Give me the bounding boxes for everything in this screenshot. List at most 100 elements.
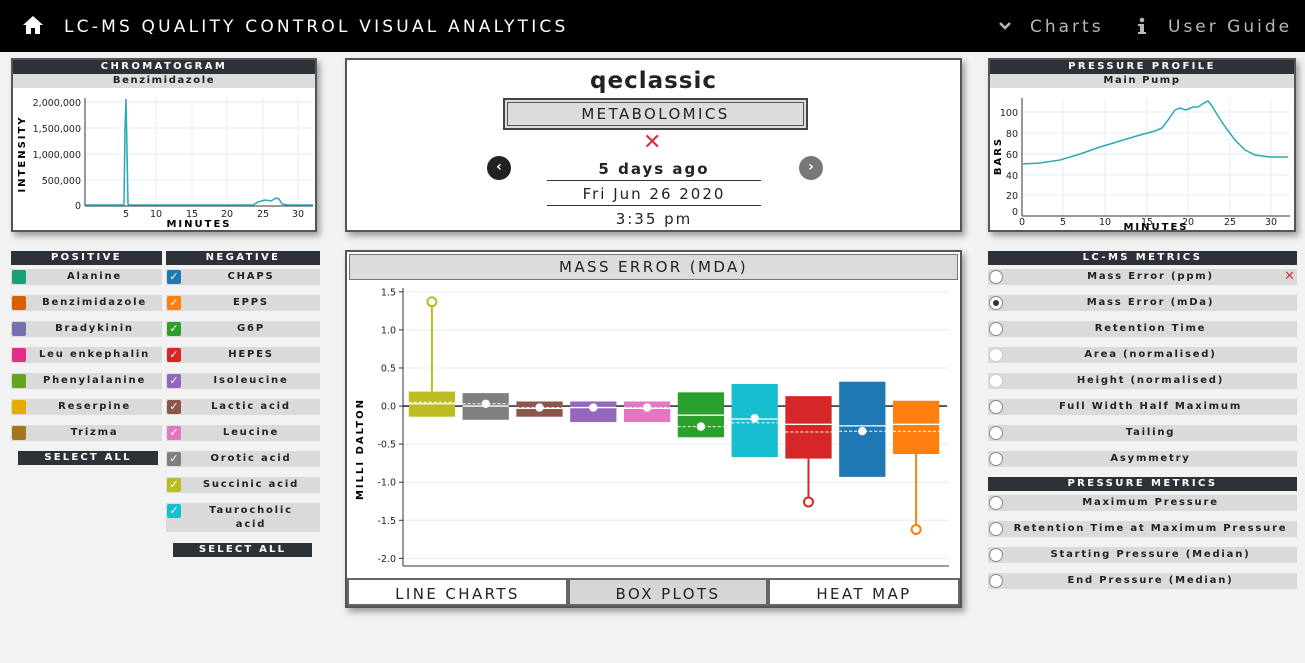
mode-selector[interactable]: METABOLOMICS (503, 98, 808, 130)
checkbox-checked-icon[interactable]: ✓ (167, 270, 181, 284)
radio-button[interactable] (989, 400, 1003, 414)
compound-item-isoleucine[interactable]: ✓ Isoleucine (166, 373, 320, 389)
chromatogram-trace (85, 98, 313, 206)
metric-label: Tailing (1125, 427, 1176, 438)
top-navbar: LC-MS QUALITY CONTROL VISUAL ANALYTICS C… (0, 0, 1305, 52)
y-tick-label: 1.0 (381, 325, 396, 336)
tab-line-charts[interactable]: LINE CHARTS (347, 578, 568, 606)
compound-item-reserpine[interactable]: Reserpine (11, 399, 162, 415)
y-tick-label: -1.0 (377, 478, 396, 489)
compound-item-hepes[interactable]: ✓ HEPES (166, 347, 320, 363)
compound-label: Alanine (67, 271, 122, 282)
compound-item-orotic-acid[interactable]: ✓ Orotic acid (166, 451, 320, 467)
radio-button[interactable] (989, 496, 1003, 510)
chromatogram-chart: 2,000,000 1,500,000 1,000,000 500,000 0 … (17, 98, 313, 230)
compound-label: G6P (237, 323, 265, 334)
y-tick: 1,000,000 (33, 150, 81, 161)
y-axis-label: INTENSITY (17, 115, 28, 192)
select-all-negative-button[interactable]: SELECT ALL (173, 543, 312, 557)
x-axis-label: MINUTES (166, 219, 231, 230)
x-icon: ✕ (643, 130, 662, 155)
radio-button[interactable] (989, 574, 1003, 588)
x-tick: 30 (292, 209, 304, 220)
y-tick-label: 1.5 (381, 287, 396, 298)
radio-button[interactable] (989, 548, 1003, 562)
lcms-metrics-header: LC-MS METRICS (988, 251, 1297, 265)
tab-box-plots[interactable]: BOX PLOTS (568, 578, 768, 606)
checkbox-checked-icon[interactable]: ✓ (167, 426, 181, 440)
x-axis-label: MINUTES (1123, 222, 1188, 230)
y-tick-label: -2.0 (377, 554, 396, 565)
compound-item-leucine[interactable]: ✓ Leucine (166, 425, 320, 441)
compound-item-chaps[interactable]: ✓ CHAPS (166, 269, 320, 285)
metric-option-retention-time-at-maximum-pressure[interactable]: Retention Time at Maximum Pressure (988, 521, 1297, 537)
radio-button[interactable] (989, 522, 1003, 536)
metric-option-starting-pressure-median[interactable]: Starting Pressure (Median) (988, 547, 1297, 563)
box (892, 400, 940, 455)
nav-charts[interactable]: Charts (1030, 17, 1104, 37)
compound-label: Leu enkephalin (38, 349, 151, 360)
metric-option-retention-time[interactable]: Retention Time (988, 321, 1297, 337)
checkbox-checked-icon[interactable]: ✓ (167, 452, 181, 466)
info-icon[interactable] (1136, 16, 1148, 36)
run-name: qeclassic (590, 68, 717, 94)
metric-option-tailing[interactable]: Tailing (988, 425, 1297, 441)
compound-item-succinic-acid[interactable]: ✓ Succinic acid (166, 477, 320, 493)
compound-item-g6p[interactable]: ✓ G6P (166, 321, 320, 337)
select-all-positive-button[interactable]: SELECT ALL (18, 451, 158, 465)
metric-option-full-width-half-maximum[interactable]: Full Width Half Maximum (988, 399, 1297, 415)
compound-label: Benzimidazole (42, 297, 147, 308)
metric-option-asymmetry[interactable]: Asymmetry (988, 451, 1297, 467)
compound-item-lactic-acid[interactable]: ✓ Lactic acid (166, 399, 320, 415)
app-title: LC-MS QUALITY CONTROL VISUAL ANALYTICS (64, 17, 569, 37)
checkbox-checked-icon[interactable]: ✓ (167, 348, 181, 362)
chevron-left-icon[interactable]: ‹ (487, 156, 511, 180)
pressure-metrics-header: PRESSURE METRICS (988, 477, 1297, 491)
checkbox-checked-icon[interactable]: ✓ (167, 504, 181, 518)
compound-item-bradykinin[interactable]: Bradykinin (11, 321, 162, 337)
checkbox-checked-icon[interactable]: ✓ (167, 400, 181, 414)
chromatogram-title: CHROMATOGRAM (13, 60, 315, 74)
home-icon[interactable] (22, 15, 44, 35)
compound-item-alanine[interactable]: Alanine (11, 269, 162, 285)
radio-button[interactable] (989, 322, 1003, 336)
selected-run-point (750, 414, 759, 423)
radio-button[interactable] (989, 452, 1003, 466)
radio-button[interactable] (989, 426, 1003, 440)
color-swatch (12, 296, 26, 310)
compound-item-epps[interactable]: ✓ EPPS (166, 295, 320, 311)
compound-label: Trizma (70, 427, 119, 438)
checkbox-checked-icon[interactable]: ✓ (167, 322, 181, 336)
radio-button[interactable] (989, 296, 1003, 310)
box (785, 396, 832, 459)
metric-option-height-normalised: Height (normalised) (988, 373, 1297, 389)
chromatogram-panel: CHROMATOGRAM Benzimidazole 2,000,000 1,5… (11, 58, 317, 232)
y-tick: 60 (1006, 150, 1018, 161)
chevron-right-icon[interactable]: › (799, 156, 823, 180)
compound-item-leu-enkephalin[interactable]: Leu enkephalin (11, 347, 162, 363)
compound-label: Reserpine (58, 401, 131, 412)
y-tick: 1,500,000 (33, 124, 81, 135)
compound-label: Leucine (222, 427, 280, 438)
nav-user-guide[interactable]: User Guide (1168, 17, 1293, 37)
checkbox-checked-icon[interactable]: ✓ (167, 478, 181, 492)
compound-item-benzimidazole[interactable]: Benzimidazole (11, 295, 162, 311)
mode-label: METABOLOMICS (507, 102, 804, 126)
chevron-down-icon[interactable] (998, 20, 1012, 32)
x-tick: 30 (1265, 217, 1277, 228)
metric-option-maximum-pressure[interactable]: Maximum Pressure (988, 495, 1297, 511)
metric-option-mass-error-mda[interactable]: Mass Error (mDa) (988, 295, 1297, 311)
color-swatch (12, 348, 26, 362)
metric-option-end-pressure-median[interactable]: End Pressure (Median) (988, 573, 1297, 589)
radio-button[interactable] (989, 270, 1003, 284)
x-tick: 20 (221, 209, 233, 220)
checkbox-checked-icon[interactable]: ✓ (167, 374, 181, 388)
compound-item-taurocholic-acid[interactable]: ✓ Taurocholic acid (166, 503, 320, 532)
mass-error-panel: MASS ERROR (MDA) 1.5 1.0 0.5 0.0 -0.5 -1.0 -1.… (345, 250, 962, 608)
compound-item-trizma[interactable]: Trizma (11, 425, 162, 441)
metric-option-mass-error-ppm[interactable]: Mass Error (ppm) ✕ (988, 269, 1297, 285)
compound-item-phenylalanine[interactable]: Phenylalanine (11, 373, 162, 389)
y-tick-label: -1.5 (377, 516, 396, 527)
tab-heat-map[interactable]: HEAT MAP (768, 578, 960, 606)
checkbox-checked-icon[interactable]: ✓ (167, 296, 181, 310)
